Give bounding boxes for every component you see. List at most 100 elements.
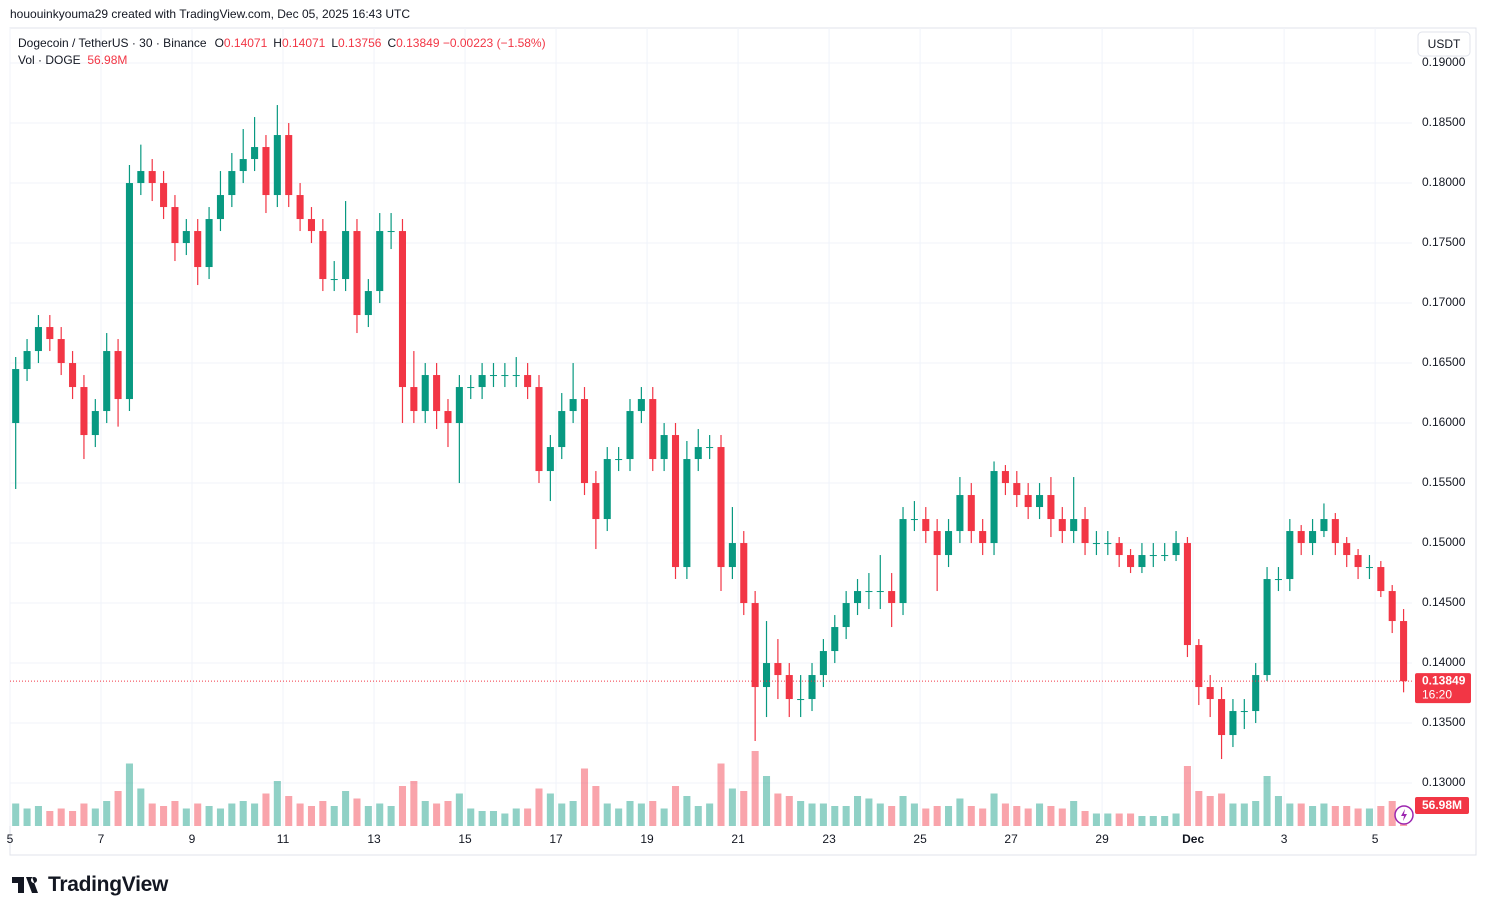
candle-body [546,447,554,472]
volume-bar [512,808,520,826]
candle-body [216,195,224,220]
currency-button[interactable] [1417,31,1471,57]
volume-tag-label: 56.98M [1422,798,1462,812]
candle-body [956,495,964,532]
volume-bar [626,801,634,826]
volume-bar [933,806,941,826]
volume-bar [171,801,179,826]
volume-bar [410,781,418,826]
volume-bar [148,803,156,826]
volume-bar [1218,793,1226,826]
y-tick-label: 0.18000 [1422,175,1466,189]
volume-bar [876,803,884,826]
volume-bar [353,798,361,826]
candle-body [853,591,862,604]
volume-bar [433,803,441,826]
volume-bar [546,793,554,826]
volume-bar [398,786,407,826]
attribution: hououinkyouma29 created with TradingView… [10,7,411,21]
candle-body [819,651,827,676]
candle-body [1206,687,1214,700]
axes: 0.13000 0.13500 0.14000 0.14500 0.15000 0.155… [7,55,1471,846]
y-tick-label: 0.16500 [1422,355,1466,369]
candle-body [1013,483,1021,496]
candle-body [717,447,725,568]
volume-bar [1115,813,1123,826]
volume-bar [364,806,372,826]
currency-label[interactable]: USDT [1428,37,1461,51]
volume-bar [865,798,873,826]
candle-body [762,663,771,688]
candle-body [831,627,839,652]
candle-body [967,495,975,532]
volume-bar [1149,816,1157,826]
volume-bar [1377,806,1385,826]
ohlc-value: 0.13756 [338,36,382,50]
volume-bar [1354,808,1362,826]
candle-body [342,231,350,280]
volume-bar [990,793,998,826]
candle-body [1354,555,1362,568]
candle-body [1183,543,1191,646]
volume-bar [273,781,281,826]
y-tick-label: 0.19000 [1422,55,1466,69]
candle-body [103,351,111,412]
candle-body [1036,495,1044,508]
x-tick-label: 5 [7,832,14,846]
candle-body [398,231,407,388]
logo-text: TradingView [48,873,169,896]
candle-body [1252,675,1260,712]
volume-bar [12,803,20,826]
candle-body [228,171,236,196]
volume-bar [603,803,611,826]
candle-body [69,363,77,388]
candle-body [1047,495,1055,520]
volume-bar [774,793,782,826]
volume-bar [1058,808,1066,826]
candle-body [114,351,122,400]
candle-body [353,231,361,316]
candle-body [330,279,338,281]
volume-bar [194,803,202,826]
candle-body [535,387,543,472]
volume-bar [1047,806,1055,826]
candle-body [603,459,611,520]
volume-bar [580,768,589,826]
candle-body [1092,543,1100,545]
volume-bar [728,788,736,826]
volume-bar [1104,813,1112,826]
candle-body [524,375,532,388]
volume-bar [342,791,350,826]
volume-bar [1092,813,1100,826]
candle-body [1240,711,1248,713]
volume-bar [979,808,987,826]
volume-bar [1320,803,1328,826]
x-tick-label: 29 [1095,832,1109,846]
candle-body [1218,699,1226,736]
volume-bar [1365,808,1373,826]
volume-bar [80,803,88,826]
volume-bar [182,808,190,826]
change-label: −0.00223 (−1.58%) [442,36,546,50]
volume-bar [1001,803,1009,826]
volume-bar [1081,811,1089,826]
volume-bar [910,803,918,826]
volume-bar [330,806,338,826]
volume-bar [535,788,543,826]
candle-body [1309,531,1317,544]
candle-body [364,291,372,316]
candle-body [1058,519,1066,532]
candle-body [808,675,816,700]
candle-body [478,375,486,388]
volume-bar [114,791,122,826]
candle-body [1070,519,1078,532]
logo-mark [12,877,38,893]
chart-frame [9,27,1477,856]
x-tick-label: 3 [1281,832,1288,846]
candle-body [160,183,168,208]
volume-bar [1013,806,1021,826]
x-tick-label: 17 [549,832,563,846]
y-tick-label: 0.17500 [1422,235,1466,249]
y-tick-label: 0.18500 [1422,115,1466,129]
